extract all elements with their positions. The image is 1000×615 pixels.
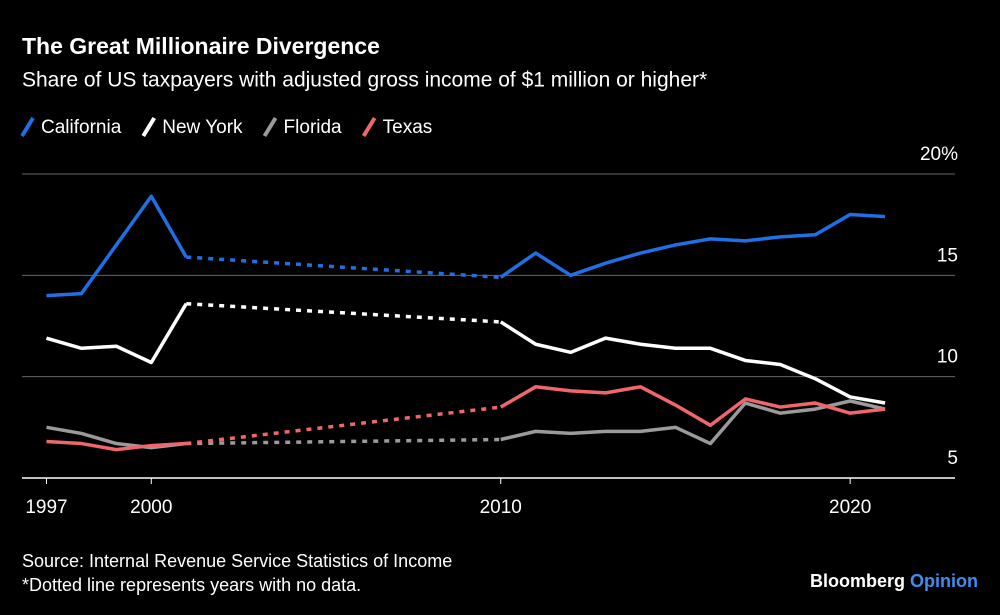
y-tick-label: 15 xyxy=(937,245,958,266)
x-tick-label: 2020 xyxy=(829,497,871,518)
legend-swatch xyxy=(20,116,35,138)
series-line xyxy=(45,302,188,365)
brand-suffix: Opinion xyxy=(910,571,978,591)
series-line xyxy=(499,212,886,279)
legend-swatch xyxy=(361,116,377,138)
series-line xyxy=(499,385,886,428)
y-tick-label: 10 xyxy=(937,347,958,368)
series-line xyxy=(500,399,886,446)
gap-connector xyxy=(186,301,501,324)
gap-connector xyxy=(186,405,501,446)
legend-swatch xyxy=(262,116,278,138)
x-tick-label: 2000 xyxy=(130,497,172,518)
brand: Bloomberg Opinion xyxy=(810,571,978,591)
note: *Dotted line represents years with no da… xyxy=(22,575,361,595)
gap-connector xyxy=(186,255,501,280)
series-line xyxy=(499,320,886,405)
series-line xyxy=(46,439,187,452)
x-tick-label: 1997 xyxy=(25,497,67,518)
x-tick-label: 2010 xyxy=(480,497,522,518)
chart-title: The Great Millionaire Divergence xyxy=(22,33,380,59)
series-line xyxy=(46,194,188,298)
legend-label: California xyxy=(41,117,122,138)
legend-label: Florida xyxy=(284,117,343,138)
legend-swatch xyxy=(141,116,156,138)
y-tick-label: 20% xyxy=(920,144,958,165)
brand-name: Bloomberg xyxy=(810,571,905,591)
gap-connector xyxy=(186,437,501,446)
y-tick-label: 5 xyxy=(947,448,958,469)
legend-label: New York xyxy=(162,117,243,138)
chart-subtitle: Share of US taxpayers with adjusted gros… xyxy=(22,69,707,92)
source: Source: Internal Revenue Service Statist… xyxy=(22,551,452,571)
legend-label: Texas xyxy=(383,117,433,138)
